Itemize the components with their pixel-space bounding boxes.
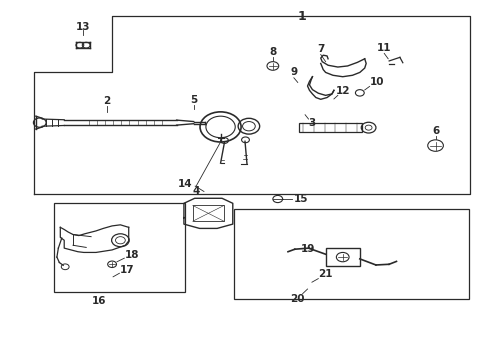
Text: 3: 3 — [309, 118, 316, 128]
Circle shape — [108, 261, 117, 267]
Text: 10: 10 — [369, 77, 384, 87]
Circle shape — [336, 252, 349, 262]
Bar — [326, 248, 360, 266]
Text: 21: 21 — [318, 269, 333, 279]
Text: 5: 5 — [190, 95, 197, 105]
Bar — [234, 209, 469, 299]
Text: 6: 6 — [432, 126, 439, 135]
Text: 4: 4 — [193, 186, 200, 197]
Text: 18: 18 — [124, 250, 139, 260]
Text: 9: 9 — [290, 67, 297, 77]
Text: 20: 20 — [291, 294, 305, 304]
Text: 19: 19 — [300, 244, 315, 254]
Text: 2: 2 — [103, 96, 111, 106]
Text: 15: 15 — [294, 194, 308, 204]
Circle shape — [428, 140, 443, 151]
Bar — [54, 203, 185, 292]
Bar — [299, 123, 362, 132]
Circle shape — [267, 62, 279, 70]
Text: 17: 17 — [120, 265, 134, 275]
Text: 12: 12 — [336, 86, 350, 96]
Text: 8: 8 — [269, 46, 276, 57]
Text: 11: 11 — [377, 43, 392, 53]
Text: 16: 16 — [92, 296, 107, 306]
Bar — [193, 206, 224, 221]
Text: 7: 7 — [317, 44, 324, 54]
Text: 13: 13 — [75, 22, 90, 32]
Text: 14: 14 — [178, 179, 193, 189]
Text: 1: 1 — [298, 10, 307, 23]
